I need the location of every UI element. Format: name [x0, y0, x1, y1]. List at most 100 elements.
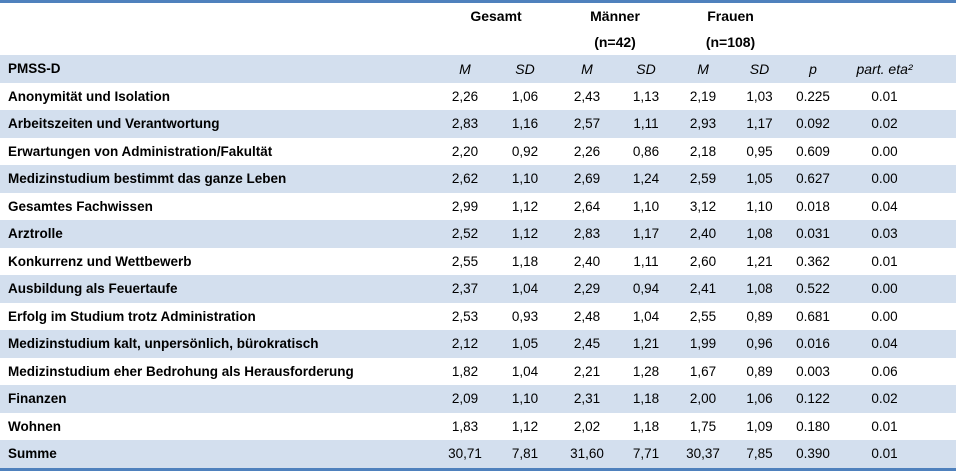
row-label: Arztrolle	[8, 226, 63, 242]
cell-m-gesamt: 2,62	[451, 171, 479, 187]
cell-sd-maenner: 1,10	[632, 198, 660, 214]
cell-p: 0.016	[796, 336, 830, 352]
cell-m-gesamt: 2,83	[451, 116, 479, 132]
cell-m-maenner: 2,57	[573, 116, 601, 132]
cell-sd-maenner: 1,28	[632, 363, 660, 379]
column-header-m-frauen: M	[697, 60, 709, 77]
column-header-sd-maenner: SD	[636, 60, 656, 77]
cell-m-frauen: 2,41	[689, 281, 717, 297]
sample-size-gesamt	[436, 29, 557, 55]
cell-m-maenner: 2,21	[573, 363, 601, 379]
cell-p: 0.018	[796, 198, 830, 214]
cell-sd-maenner: 1,11	[633, 116, 659, 132]
column-header-partial-eta: part. eta²	[856, 60, 913, 77]
cell-sd-gesamt: 1,10	[511, 391, 539, 407]
cell-sd-gesamt: 1,16	[511, 116, 539, 132]
cell-partial-eta: 0.00	[871, 281, 898, 297]
cell-m-maenner: 2,48	[573, 308, 601, 324]
cell-m-frauen: 3,12	[689, 198, 717, 214]
group-header-spacer	[787, 3, 840, 29]
cell-sd-gesamt: 1,05	[511, 336, 539, 352]
table-row: Ausbildung als Feuertaufe 2,37 1,04 2,29…	[0, 275, 956, 303]
table-row: Erfolg im Studium trotz Administration 2…	[0, 303, 956, 331]
cell-p: 0.522	[796, 281, 830, 297]
cell-p: 0.092	[796, 116, 830, 132]
row-label: Medizinstudium eher Bedrohung als Heraus…	[8, 363, 354, 379]
cell-m-frauen: 1,67	[689, 363, 717, 379]
column-header-sd-frauen: SD	[749, 60, 770, 77]
cell-m-frauen: 2,18	[689, 143, 717, 159]
cell-partial-eta: 0.00	[871, 308, 898, 324]
cell-m-frauen: 30,37	[686, 446, 720, 462]
group-header-gesamt: Gesamt	[436, 3, 557, 29]
table-row: Medizinstudium eher Bedrohung als Heraus…	[0, 358, 956, 386]
cell-sd-gesamt: 1,12	[511, 226, 539, 242]
cell-partial-eta: 0.02	[871, 391, 898, 407]
cell-sd-frauen: 1,03	[746, 88, 773, 104]
column-header-scale: PMSS-D	[8, 61, 61, 77]
cell-m-gesamt: 2,12	[451, 336, 479, 352]
sample-size-spacer	[0, 29, 436, 55]
table-row: Arbeitszeiten und Verantwortung 2,83 1,1…	[0, 110, 956, 138]
cell-sd-frauen: 0,89	[746, 363, 773, 379]
cell-m-frauen: 1,75	[689, 418, 717, 434]
cell-m-maenner: 2,69	[573, 171, 601, 187]
cell-sd-gesamt: 1,10	[511, 171, 539, 187]
cell-m-gesamt: 2,53	[451, 308, 479, 324]
cell-p: 0.003	[796, 363, 830, 379]
cell-partial-eta: 0.01	[871, 446, 898, 462]
cell-m-frauen: 2,59	[689, 171, 717, 187]
cell-partial-eta: 0.04	[871, 336, 898, 352]
row-label: Anonymität und Isolation	[8, 88, 170, 104]
cell-m-gesamt: 2,20	[451, 143, 479, 159]
cell-sd-gesamt: 1,06	[511, 88, 539, 104]
column-header-m-gesamt: M	[459, 60, 471, 77]
cell-partial-eta: 0.00	[871, 143, 898, 159]
row-label: Ausbildung als Feuertaufe	[8, 281, 178, 297]
cell-partial-eta: 0.06	[871, 363, 898, 379]
row-label: Konkurrenz und Wettbewerb	[8, 253, 192, 269]
sample-size-spacer	[787, 29, 840, 55]
cell-sd-frauen: 1,09	[746, 418, 773, 434]
cell-m-frauen: 2,55	[689, 308, 717, 324]
table-row: Anonymität und Isolation 2,26 1,06 2,43 …	[0, 83, 956, 111]
cell-sd-maenner: 1,04	[632, 308, 660, 324]
table-row: Arztrolle 2,52 1,12 2,83 1,17 2,40 1,08 …	[0, 220, 956, 248]
pmss-d-statistics-table: Gesamt Männer Frauen (n=42) (n=108) PMSS…	[0, 3, 956, 468]
cell-m-maenner: 2,29	[573, 281, 601, 297]
cell-m-gesamt: 30,71	[448, 446, 482, 462]
cell-sd-frauen: 0,96	[746, 336, 773, 352]
column-header-row: PMSS-D M SD M SD M SD p part. eta²	[0, 55, 956, 83]
sample-size-maenner: (n=42)	[556, 29, 675, 55]
row-label: Erfolg im Studium trotz Administration	[8, 308, 256, 324]
cell-sd-maenner: 1,24	[632, 171, 660, 187]
cell-sd-maenner: 1,11	[633, 253, 659, 269]
cell-m-maenner: 2,31	[573, 391, 601, 407]
cell-p: 0.362	[796, 253, 830, 269]
sample-size-row: (n=42) (n=108)	[0, 29, 956, 55]
cell-sd-gesamt: 1,04	[511, 281, 539, 297]
cell-sd-gesamt: 0,92	[511, 143, 539, 159]
cell-sd-frauen: 1,17	[746, 116, 773, 132]
cell-m-maenner: 2,26	[573, 143, 601, 159]
group-header-frauen: Frauen	[674, 3, 788, 29]
table-row: Medizinstudium kalt, unpersönlich, bürok…	[0, 330, 956, 358]
cell-p: 0.031	[796, 226, 830, 242]
cell-m-gesamt: 2,09	[451, 391, 479, 407]
cell-sd-frauen: 0,95	[746, 143, 773, 159]
cell-m-gesamt: 1,82	[451, 363, 479, 379]
cell-partial-eta: 0.02	[871, 116, 898, 132]
table-row: Medizinstudium bestimmt das ganze Leben …	[0, 165, 956, 193]
cell-m-frauen: 2,60	[689, 253, 717, 269]
cell-p: 0.627	[796, 171, 830, 187]
cell-sd-gesamt: 1,04	[511, 363, 539, 379]
row-label: Arbeitszeiten und Verantwortung	[8, 116, 220, 132]
cell-m-gesamt: 2,55	[451, 253, 479, 269]
table-row: Konkurrenz und Wettbewerb 2,55 1,18 2,40…	[0, 248, 956, 276]
cell-m-frauen: 1,99	[689, 336, 717, 352]
cell-sd-frauen: 1,06	[746, 391, 773, 407]
row-label: Finanzen	[8, 391, 67, 407]
cell-p: 0.681	[796, 308, 830, 324]
cell-sd-gesamt: 1,12	[511, 198, 539, 214]
